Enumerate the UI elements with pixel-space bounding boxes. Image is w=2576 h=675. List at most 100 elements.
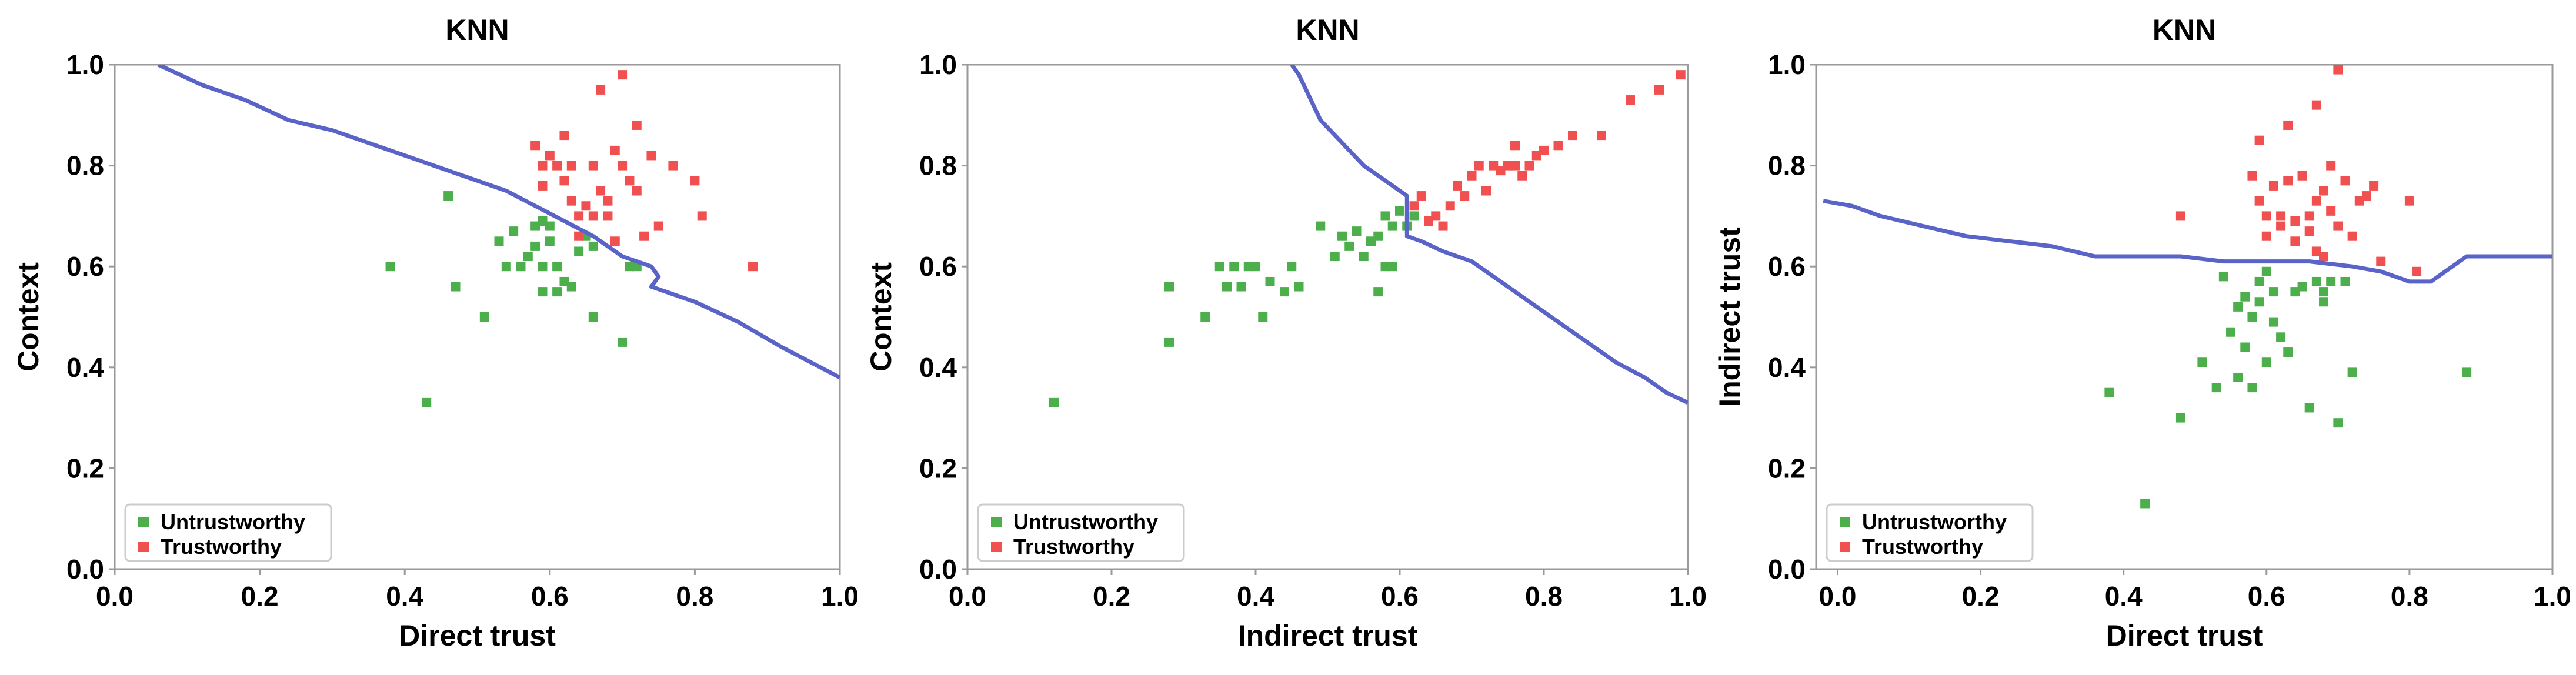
point-untrustworthy [2276,332,2286,342]
point-untrustworthy [1344,241,1354,251]
point-trustworthy [2326,206,2336,216]
y-tick-label: 1.0 [66,49,104,80]
point-untrustworthy [2297,282,2307,292]
point-trustworthy [596,85,606,95]
point-trustworthy [2276,221,2286,231]
x-tick-label: 0.0 [1818,581,1856,611]
x-tick-label: 0.6 [1381,581,1419,611]
point-trustworthy [1460,191,1470,201]
point-trustworthy [2290,236,2300,246]
point-trustworthy [697,211,707,221]
point-trustworthy [581,201,591,211]
point-untrustworthy [2311,276,2321,286]
point-untrustworthy [1164,337,1174,347]
legend-label-trustworthy: Trustworthy [161,534,282,559]
point-untrustworthy [385,262,395,272]
chart-title: KNN [445,14,509,46]
legend-label-untrustworthy: Untrustworthy [1013,510,1158,534]
point-trustworthy [2304,211,2314,221]
y-tick-label: 0.8 [66,151,104,181]
y-tick-label: 0.2 [66,453,104,483]
point-trustworthy [1503,161,1513,171]
y-tick-label: 0.0 [919,554,957,584]
point-trustworthy [596,186,606,196]
x-tick-label: 0.0 [96,581,134,611]
point-untrustworthy [552,287,562,297]
point-untrustworthy [1409,211,1419,221]
point-untrustworthy [1049,397,1059,407]
point-trustworthy [1416,191,1426,201]
point-untrustworthy [501,262,511,272]
point-trustworthy [530,141,540,151]
point-trustworthy [653,221,663,231]
decision-boundary-line [157,65,840,380]
point-untrustworthy [2211,383,2221,393]
point-trustworthy [618,70,628,80]
point-untrustworthy [1251,262,1260,272]
point-untrustworthy [1258,312,1268,322]
point-trustworthy [538,161,548,171]
point-untrustworthy [552,262,562,272]
point-untrustworthy [2218,272,2228,282]
legend-marker-untrustworthy [138,517,149,527]
point-untrustworthy [1222,282,1232,292]
point-trustworthy [559,176,569,186]
point-untrustworthy [2268,287,2278,297]
chart-panel-2: KNN 0.0 0.2 0.4 0.6 0.8 1.0 0.0 0.2 0.4 0.6 0.8 1.0 I… [865,14,1707,652]
point-trustworthy [2261,211,2271,221]
point-trustworthy [2304,226,2314,236]
point-trustworthy [588,161,598,171]
point-trustworthy [1524,161,1534,171]
point-trustworthy [2376,256,2386,266]
point-trustworthy [1510,141,1520,151]
point-untrustworthy [1287,262,1297,272]
point-trustworthy [2290,216,2300,226]
point-untrustworthy [2247,383,2257,393]
decision-boundary-line [1823,199,2552,284]
chart-panel-3: KNN 0.0 0.2 0.4 0.6 0.8 1.0 0.0 0.2 0.4 0.6 0.8 1.0 D… [1713,14,2571,652]
point-trustworthy [632,186,642,196]
point-trustworthy [1489,161,1499,171]
x-tick-label: 0.8 [2391,581,2428,611]
point-trustworthy [2354,196,2364,206]
point-untrustworthy [1373,287,1383,297]
point-trustworthy [538,181,548,191]
point-trustworthy [2311,196,2321,206]
legend-box [124,503,332,562]
plot-marks [1049,65,1688,407]
point-trustworthy [2283,120,2293,130]
point-untrustworthy [479,312,489,322]
point-trustworthy [2333,65,2343,75]
point-untrustworthy [451,282,461,292]
point-trustworthy [1453,181,1462,191]
y-tick-label: 1.0 [1768,49,1806,80]
point-untrustworthy [509,226,519,236]
y-tick-label: 0.2 [919,453,957,483]
point-trustworthy [1654,85,1664,95]
point-trustworthy [2261,231,2271,241]
point-trustworthy [1438,221,1448,231]
x-tick-label: 0.4 [2105,581,2143,611]
point-trustworthy [1481,186,1491,196]
point-trustworthy [2297,171,2307,181]
point-trustworthy [639,231,649,241]
point-trustworthy [2347,231,2357,241]
y-tick-label: 0.6 [919,251,957,282]
chart-title: KNN [2153,14,2216,46]
point-trustworthy [574,211,584,221]
point-untrustworthy [538,216,548,226]
point-untrustworthy [2290,287,2300,297]
point-untrustworthy [422,397,432,407]
x-tick-label: 0.8 [676,581,713,611]
point-untrustworthy [1330,252,1340,262]
plot-area [114,64,841,570]
point-trustworthy [618,161,628,171]
legend-label-untrustworthy: Untrustworthy [161,510,305,534]
point-trustworthy [625,176,635,186]
point-trustworthy [632,120,642,130]
point-untrustworthy [2140,499,2150,509]
y-tick-label: 0.8 [919,151,957,181]
point-untrustworthy [1265,276,1275,286]
point-trustworthy [2404,196,2414,206]
legend-label-untrustworthy: Untrustworthy [1862,510,2007,534]
